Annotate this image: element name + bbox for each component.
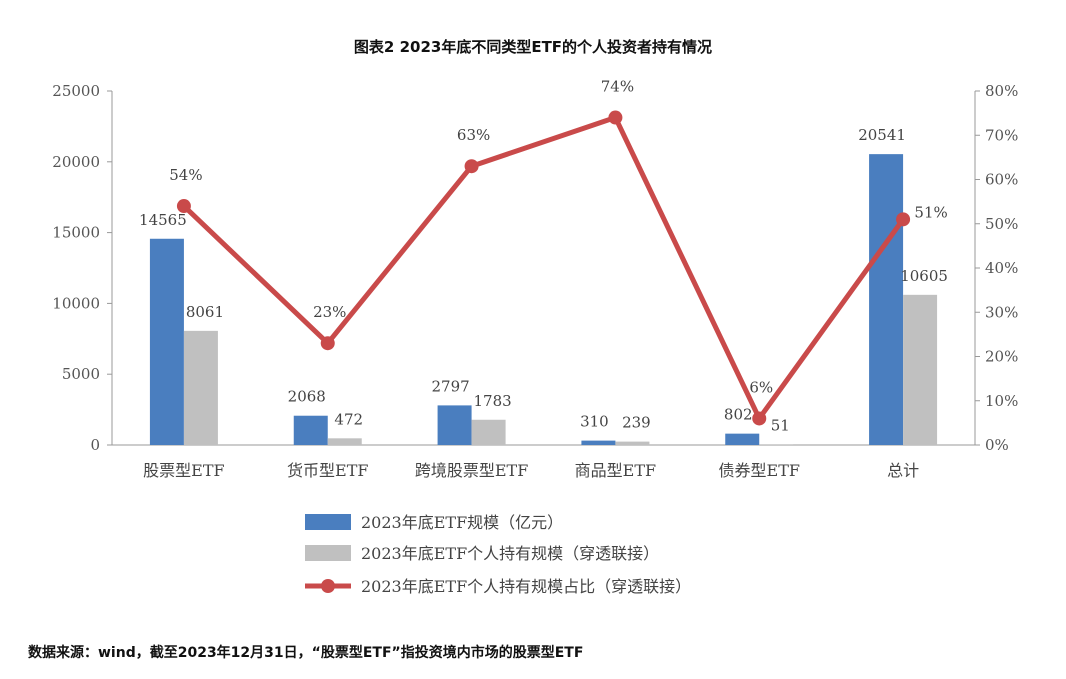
right-tick-label: 0%	[985, 436, 1009, 454]
bar-individual-holding	[615, 441, 650, 445]
bar-value-label: 1783	[473, 392, 511, 410]
legend-label: 2023年底ETF规模（亿元）	[361, 513, 563, 532]
bar-value-label: 2797	[431, 377, 469, 395]
category-label: 跨境股票型ETF	[415, 461, 528, 480]
left-tick-label: 5000	[62, 365, 100, 383]
legend-label: 2023年底ETF个人持有规模（穿透联接）	[361, 544, 659, 563]
bar-value-label: 239	[622, 414, 651, 432]
category-label: 货币型ETF	[287, 461, 368, 480]
ratio-label: 54%	[169, 166, 202, 184]
ratio-point	[464, 159, 479, 174]
left-tick-label: 25000	[52, 82, 100, 100]
bar-etf-size	[725, 433, 760, 445]
ratio-label: 51%	[914, 203, 947, 221]
bar-etf-size	[149, 238, 184, 445]
bar-value-label: 8061	[186, 303, 224, 321]
ratio-label: 6%	[749, 378, 773, 396]
legend-label: 2023年底ETF个人持有规模占比（穿透联接）	[361, 577, 691, 596]
right-tick-label: 50%	[985, 215, 1018, 233]
right-tick-label: 20%	[985, 348, 1018, 366]
bar-individual-holding	[903, 294, 938, 445]
category-label: 股票型ETF	[143, 461, 224, 480]
ratio-line	[182, 115, 906, 421]
bar-individual-holding	[327, 438, 362, 445]
bar-value-label: 10605	[900, 267, 948, 285]
ratio-point	[752, 411, 767, 426]
legend-swatch	[305, 545, 351, 561]
left-tick-label: 15000	[52, 224, 100, 242]
category-label: 总计	[887, 461, 919, 480]
legend-swatch	[305, 514, 351, 530]
bar-value-label: 51	[771, 416, 790, 434]
ratio-label: 74%	[601, 78, 634, 96]
bar-etf-size	[293, 415, 328, 445]
ratio-point	[896, 212, 911, 227]
right-tick-label: 60%	[985, 171, 1018, 189]
right-tick-label: 70%	[985, 126, 1018, 144]
bar-value-label: 802	[724, 406, 753, 424]
bar-value-label: 310	[580, 413, 609, 431]
category-label: 债券型ETF	[719, 461, 800, 480]
bar-etf-size	[869, 154, 904, 445]
ratio-point	[176, 199, 191, 214]
bar-individual-holding	[471, 419, 506, 445]
left-tick-label: 0	[90, 436, 100, 454]
bar-etf-size	[581, 440, 616, 445]
ratio-label: 23%	[313, 303, 346, 321]
bar-individual-holding	[759, 444, 794, 445]
legend-marker	[321, 579, 335, 593]
ratio-label: 63%	[457, 126, 490, 144]
bar-value-label: 472	[334, 410, 363, 428]
ratio-point	[320, 336, 335, 351]
right-tick-label: 40%	[985, 259, 1018, 277]
bar-etf-size	[437, 405, 472, 445]
right-tick-label: 80%	[985, 82, 1018, 100]
left-tick-label: 10000	[52, 294, 100, 312]
bar-value-label: 20541	[858, 126, 906, 144]
right-tick-label: 10%	[985, 392, 1018, 410]
bar-value-label: 2068	[288, 388, 326, 406]
bar-individual-holding	[183, 330, 218, 445]
data-source-note: 数据来源：wind，截至2023年12月31日，“股票型ETF”指投资境内市场的…	[28, 645, 584, 661]
left-tick-label: 20000	[52, 153, 100, 171]
ratio-point	[608, 110, 623, 125]
chart-title: 图表2 2023年底不同类型ETF的个人投资者持有情况	[353, 38, 713, 56]
bar-value-label: 14565	[139, 211, 187, 229]
right-tick-label: 30%	[985, 303, 1018, 321]
category-label: 商品型ETF	[575, 461, 656, 480]
